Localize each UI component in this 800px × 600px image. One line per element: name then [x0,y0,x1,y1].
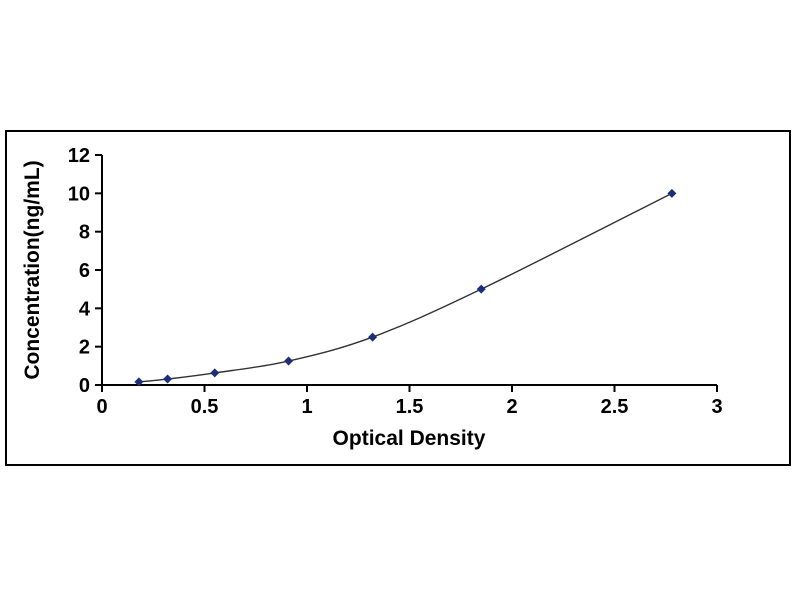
chart-frame: 0 0.5 1 1.5 2 2.5 3 0 2 4 6 8 10 12 Optical Density C… [5,130,791,466]
x-axis-title: Optical Density [333,427,486,450]
x-tick-label: 2.5 [601,396,629,418]
x-tick-label: 0.5 [191,396,219,418]
y-tick-label: 4 [79,298,91,320]
data-point-marker [134,377,144,387]
y-tick-label: 2 [79,337,90,359]
data-point-marker [210,368,220,378]
x-tick-label: 1 [301,396,312,418]
data-point-marker [476,284,486,294]
y-tick-label: 0 [79,375,90,397]
data-point-marker [284,356,294,366]
data-point-marker [667,188,677,198]
curve-line [138,192,673,383]
y-tick-label: 12 [68,145,90,167]
x-tick-label: 2 [506,396,517,418]
data-point-marker [163,374,173,384]
y-axis-title: Concentration(ng/mL) [21,160,44,379]
data-point-marker [368,332,378,342]
x-tick-label: 1.5 [396,396,424,418]
standard-curve-chart: 0 0.5 1 1.5 2 2.5 3 0 2 4 6 8 10 12 Optical Density C… [21,145,723,450]
y-tick-label: 8 [79,222,90,244]
y-tick-label: 6 [79,260,90,282]
x-tick-label: 0 [96,396,107,418]
y-tick-label: 10 [68,183,90,205]
plot-area: 0 0.5 1 1.5 2 2.5 3 0 2 4 6 8 10 12 [68,145,723,418]
x-tick-label: 3 [711,396,722,418]
